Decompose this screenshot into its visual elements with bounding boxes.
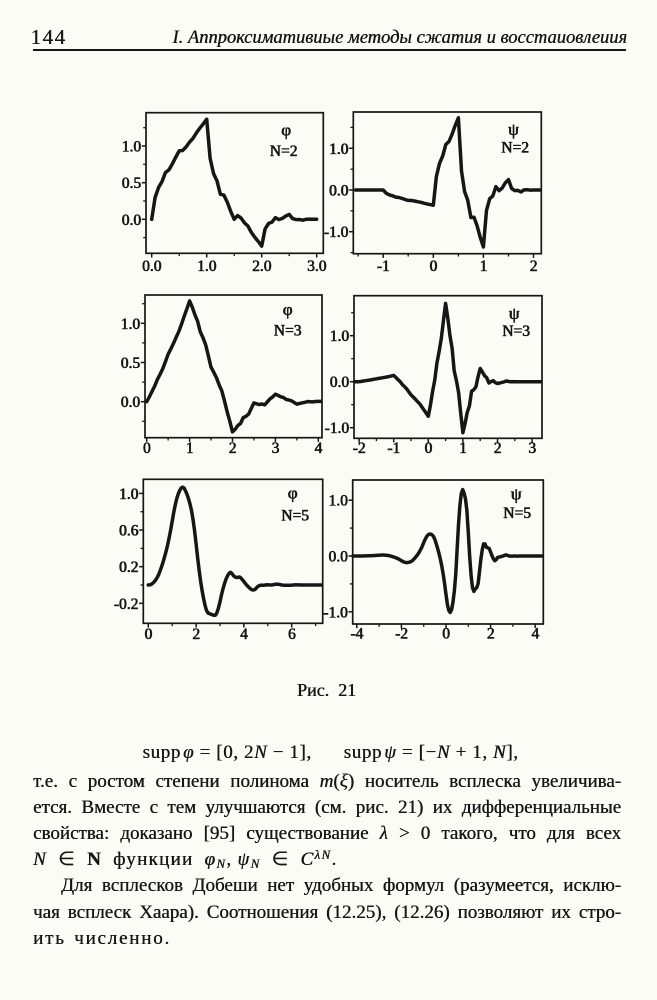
svg-text:φ: φ [288,484,298,503]
svg-text:1.0: 1.0 [197,258,217,275]
svg-text:1.0: 1.0 [122,139,142,156]
svg-text:0.0: 0.0 [142,258,162,275]
svg-text:3: 3 [272,440,280,457]
svg-text:0: 0 [442,626,450,643]
svg-text:0: 0 [429,258,437,275]
svg-text:2: 2 [229,440,237,457]
svg-text:0.2: 0.2 [119,559,138,576]
svg-text:-2: -2 [353,440,366,457]
svg-text:0.0: 0.0 [329,183,349,200]
svg-text:3: 3 [528,440,536,457]
svg-text:0.0: 0.0 [328,549,348,566]
svg-text:1.0: 1.0 [330,328,350,345]
svg-text:1.0: 1.0 [121,316,141,333]
svg-text:φ: φ [283,300,293,319]
svg-text:1: 1 [480,258,488,275]
svg-text:0.5: 0.5 [122,175,142,192]
svg-text:N=3: N=3 [274,323,302,340]
svg-text:6: 6 [288,626,296,643]
svg-text:0.0: 0.0 [122,212,142,229]
svg-text:0.0: 0.0 [330,374,350,391]
svg-text:ψ: ψ [508,120,519,139]
svg-text:1.0: 1.0 [119,486,139,503]
svg-text:-2: -2 [395,626,408,643]
svg-text:2: 2 [494,440,502,457]
svg-text:0: 0 [143,440,151,457]
svg-text:4: 4 [240,626,248,643]
svg-text:0.5: 0.5 [121,355,141,372]
svg-text:ψ: ψ [509,304,520,323]
svg-text:-1: -1 [387,440,400,457]
svg-text:1.0: 1.0 [328,493,348,510]
svg-text:4: 4 [531,626,539,643]
svg-text:φ: φ [281,121,291,140]
svg-text:N=5: N=5 [503,505,531,522]
svg-text:1: 1 [459,440,467,457]
svg-text:-1: -1 [377,258,390,275]
svg-text:4: 4 [314,440,322,457]
svg-text:-1.0: -1.0 [323,604,348,621]
svg-text:N=3: N=3 [502,323,530,340]
svg-text:0: 0 [424,440,432,457]
svg-text:0: 0 [144,626,152,643]
svg-text:N=2: N=2 [270,143,298,160]
svg-text:2.0: 2.0 [252,258,272,275]
svg-text:-1.0: -1.0 [324,224,349,241]
svg-text:3.0: 3.0 [307,258,327,275]
svg-text:-1.0: -1.0 [324,420,349,437]
svg-text:1: 1 [186,440,194,457]
svg-text:0.0: 0.0 [121,394,141,411]
svg-text:2: 2 [192,626,200,643]
svg-text:1.0: 1.0 [329,141,349,158]
svg-text:N=5: N=5 [281,508,309,525]
svg-text:2: 2 [530,258,538,275]
svg-text:ψ: ψ [511,485,522,504]
svg-text:N=2: N=2 [501,140,529,157]
svg-text:2: 2 [487,626,495,643]
svg-text:0.6: 0.6 [119,523,139,540]
svg-text:-4: -4 [350,626,363,643]
svg-text:-0.2: -0.2 [114,596,139,613]
